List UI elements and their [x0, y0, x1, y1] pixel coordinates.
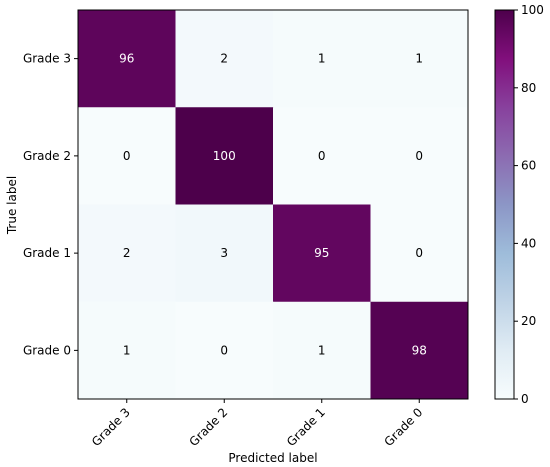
cell-value-label: 100 [213, 149, 236, 163]
cell-value-label: 0 [123, 149, 131, 163]
colorbar [494, 9, 515, 400]
cell-value-label: 1 [318, 343, 326, 357]
colorbar-tick-label: 0 [521, 392, 529, 406]
x-axis-label: Predicted label [228, 451, 317, 465]
colorbar-ticks: 0 20 40 60 80 100 [514, 3, 544, 406]
cell-value-label: 0 [318, 149, 326, 163]
y-axis-label: True label [5, 176, 19, 235]
heatmap-cell [273, 107, 371, 205]
cell-value-label: 3 [220, 246, 228, 260]
colorbar-tick-label: 100 [521, 3, 544, 17]
plot-frame [77, 9, 469, 400]
colorbar-tick-label: 80 [521, 81, 536, 95]
y-tick-label: Grade 2 [23, 149, 71, 163]
cell-value-label: 98 [412, 343, 427, 357]
cell-value-label: 1 [123, 343, 131, 357]
x-tick-label: Grade 1 [284, 405, 328, 449]
cell-value-label: 0 [220, 343, 228, 357]
x-tick-label: Grade 2 [186, 405, 230, 449]
heatmap-cell [370, 107, 469, 205]
x-tick-label: Grade 0 [381, 405, 425, 449]
heatmap-cell [78, 204, 176, 303]
heatmap-cell [273, 301, 371, 400]
heatmap-cell [273, 10, 371, 108]
y-tick-label: Grade 0 [23, 343, 71, 357]
cell-value-label: 0 [415, 149, 423, 163]
y-axis-ticks: Grade 3 Grade 2 Grade 1 Grade 0 [23, 52, 78, 357]
cell-value-label: 0 [415, 246, 423, 260]
cell-value-label: 2 [123, 246, 131, 260]
heatmap-cell [78, 301, 176, 400]
y-tick-label: Grade 1 [23, 246, 71, 260]
cell-value-label: 1 [318, 52, 326, 66]
heatmap-cell [78, 10, 176, 108]
cell-value-label: 1 [415, 52, 423, 66]
heatmap-cell [175, 10, 274, 108]
heatmap-cell [175, 107, 274, 205]
cell-value-label: 95 [314, 246, 329, 260]
y-tick-label: Grade 3 [23, 52, 71, 66]
x-axis-ticks: Grade 3 Grade 2 Grade 1 Grade 0 [89, 399, 425, 449]
heatmap-cell [78, 107, 176, 205]
heatmap-cell [175, 204, 274, 303]
heatmap-cell [175, 301, 274, 400]
x-tick-label: Grade 3 [89, 405, 133, 449]
cell-value-label: 2 [220, 52, 228, 66]
heatmap-cell [370, 301, 469, 400]
colorbar-tick-label: 40 [521, 236, 536, 250]
colorbar-tick-label: 20 [521, 314, 536, 328]
heatmap-cell [370, 204, 469, 303]
heatmap-cells: 96 2 1 1 0 100 0 0 2 3 95 0 1 0 1 98 [78, 10, 469, 400]
heatmap-cell [273, 204, 371, 303]
heatmap-cell [370, 10, 469, 108]
cell-value-label: 96 [119, 52, 134, 66]
colorbar-tick-label: 60 [521, 159, 536, 173]
